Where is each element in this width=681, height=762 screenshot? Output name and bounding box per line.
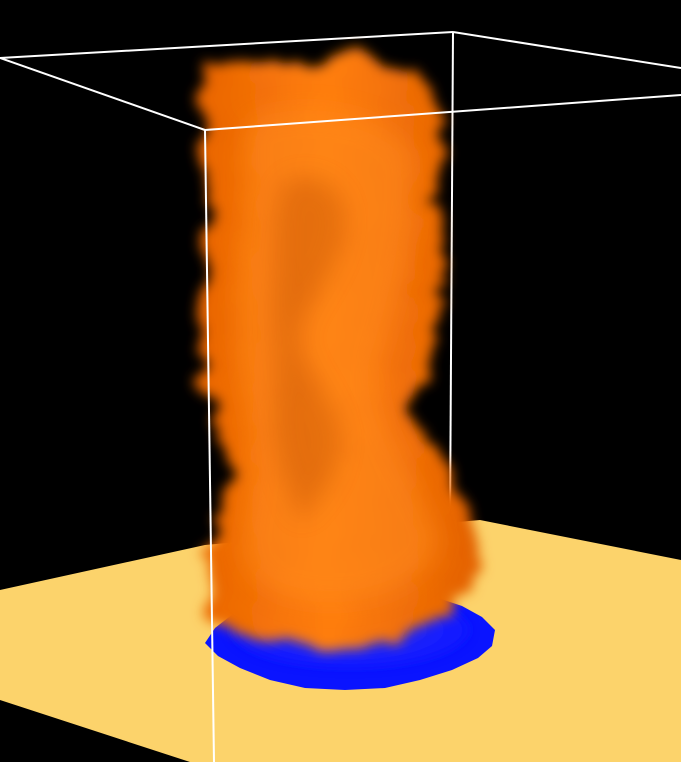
bounding-box-back bbox=[0, 31, 681, 521]
bounding-box-front bbox=[0, 57, 681, 762]
smoke-plume bbox=[199, 55, 482, 644]
